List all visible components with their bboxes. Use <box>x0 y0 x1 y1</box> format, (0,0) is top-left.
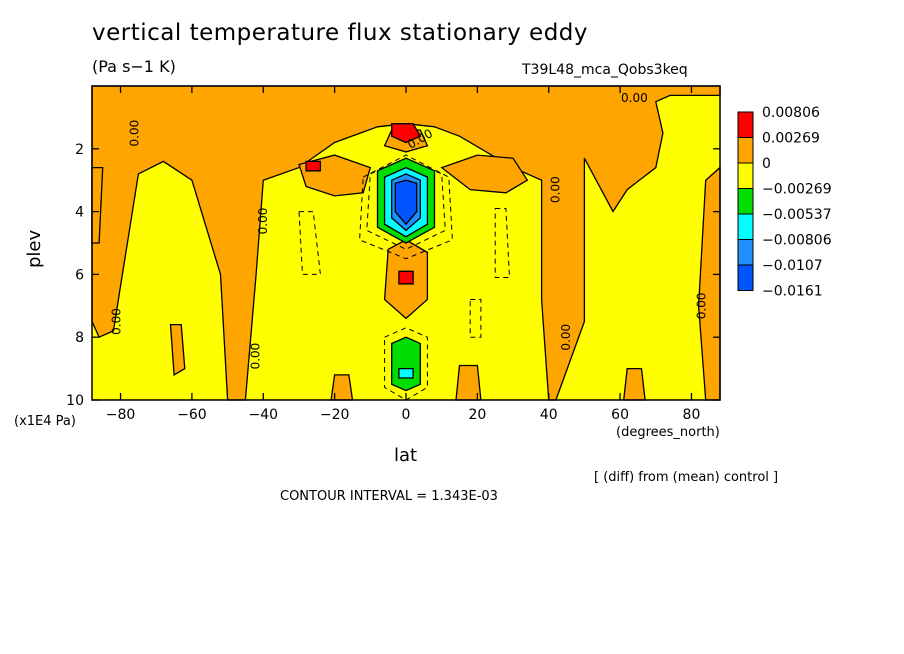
legend-label-7: −0.0161 <box>762 284 823 300</box>
legend-label-6: −0.0107 <box>762 258 823 274</box>
contour-region-9 <box>622 367 646 401</box>
run-id: T39L48_mca_Qobs3keq <box>522 62 688 78</box>
contour-region-12 <box>305 160 322 172</box>
contour-region-0 <box>91 85 721 401</box>
x-tick-label-5: 20 <box>468 407 486 423</box>
legend-swatch-5 <box>737 239 754 266</box>
legend-swatch-4 <box>737 213 754 240</box>
contour-region-7 <box>169 323 186 376</box>
dashed-contour-1 <box>359 154 453 260</box>
contour-label-5: 0.00 <box>548 176 562 203</box>
contour-label-6: 0.00 <box>621 91 648 105</box>
legend-swatch-0 <box>737 111 754 138</box>
legend-label-1: 0.00269 <box>762 131 820 147</box>
contour-region-17 <box>394 179 418 226</box>
contour-region-11 <box>391 123 422 144</box>
x-tick-label-0: −80 <box>106 407 136 423</box>
x-tick-label-8: 80 <box>683 407 701 423</box>
x-tick-label-4: 0 <box>402 407 411 423</box>
x-tick-label-2: −40 <box>248 407 278 423</box>
contour-region-18 <box>391 336 421 392</box>
legend-label-0: 0.00806 <box>762 105 820 121</box>
dashed-contour-0 <box>366 157 446 250</box>
y-tick-label-1: 4 <box>75 205 84 221</box>
y-tick-label-0: 2 <box>75 142 84 158</box>
chart-title: vertical temperature flux stationary edd… <box>92 20 589 46</box>
x-units-label: (degrees_north) <box>616 425 720 440</box>
legend-label-5: −0.00806 <box>762 233 832 249</box>
legend-swatch-2 <box>737 162 754 189</box>
legend-label-3: −0.00269 <box>762 182 832 198</box>
contour-label-3: 0.00 <box>249 343 263 370</box>
contour-label-7: 0.00 <box>559 324 573 351</box>
diff-note: [ (diff) from (mean) control ] <box>594 470 779 485</box>
y-tick-label-3: 8 <box>75 330 84 346</box>
y-scale-label: (x1E4 Pa) <box>14 414 76 429</box>
contour-label-0: 0.00 <box>127 120 141 147</box>
legend-swatch-3 <box>737 188 754 215</box>
legend-swatch-6 <box>737 264 754 291</box>
dashed-contour-2 <box>384 327 428 401</box>
contour-label-8: 0.00 <box>695 292 709 319</box>
contour-label-2: 0.00 <box>109 308 123 335</box>
contour-interval: CONTOUR INTERVAL = 1.343E-03 <box>280 489 498 504</box>
contour-label-1: 0.00 <box>256 208 270 235</box>
x-tick-label-1: −60 <box>177 407 207 423</box>
contour-region-13 <box>398 270 414 285</box>
legend-swatch-1 <box>737 137 754 164</box>
x-tick-label-6: 40 <box>540 407 558 423</box>
legend-label-4: −0.00537 <box>762 207 832 223</box>
y-tick-label-4: 10 <box>66 393 84 409</box>
contour-region-2 <box>440 154 529 194</box>
x-axis-label: lat <box>394 445 418 466</box>
x-tick-label-3: −20 <box>320 407 350 423</box>
dashed-contour-3 <box>298 211 321 275</box>
legend-label-2: 0 <box>762 156 771 172</box>
contour-region-19 <box>398 367 414 379</box>
dashed-contour-4 <box>494 208 511 278</box>
y-tick-label-2: 6 <box>75 267 84 283</box>
x-tick-label-7: 60 <box>611 407 629 423</box>
dashed-contour-5 <box>469 299 482 338</box>
chart-units: (Pa s−1 K) <box>92 57 176 76</box>
